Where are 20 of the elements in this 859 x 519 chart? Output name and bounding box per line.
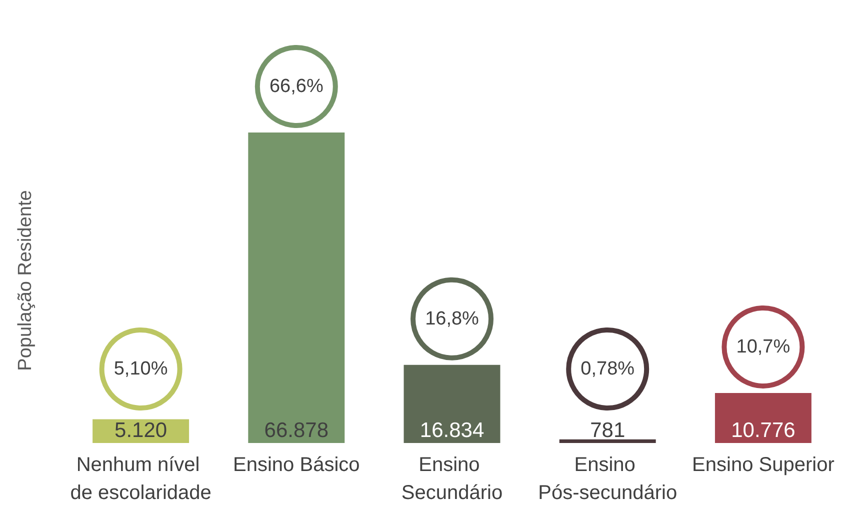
x-tick-label: Nenhum nível de escolaridade (70, 454, 212, 504)
data-label: 781 (590, 419, 626, 442)
annotation: 10,7% (736, 336, 790, 358)
y-axis-title: População Residente (15, 190, 36, 371)
annotation: 16,8% (425, 308, 480, 330)
x-tick-label: Ensino Superior (692, 454, 835, 476)
x-tick-label: Ensino Secundário (401, 454, 503, 504)
data-label: 66.878 (264, 419, 329, 442)
bar (559, 439, 656, 443)
annotation: 5,10% (114, 358, 168, 380)
data-label: 5.120 (114, 419, 168, 442)
bar (248, 132, 345, 443)
data-label: 16.834 (420, 419, 484, 442)
text: 66,6% (269, 76, 324, 97)
annotation: 0,78% (580, 358, 635, 380)
bar (404, 364, 500, 443)
bar (714, 392, 812, 443)
x-tick-label: Ensino Básico (233, 454, 360, 476)
data-label: 10.776 (731, 419, 796, 442)
x-tick-label: Ensino Pós-secundário (538, 454, 678, 504)
